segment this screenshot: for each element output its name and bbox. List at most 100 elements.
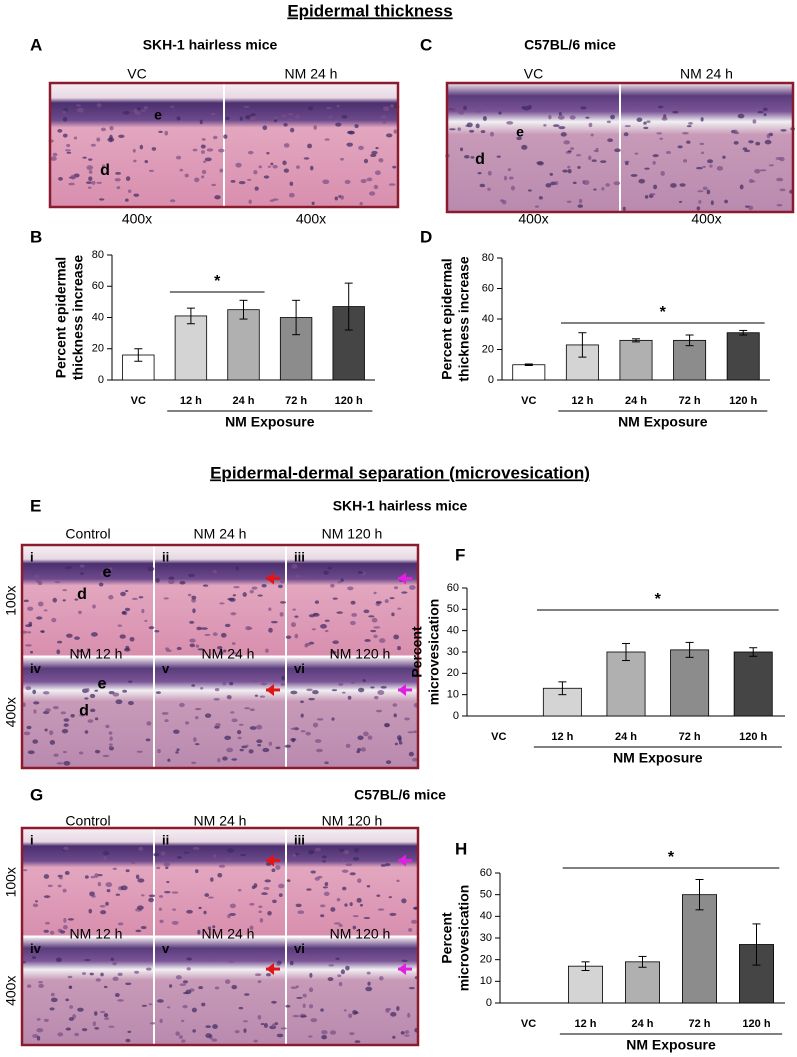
cell-nucleus: [350, 600, 356, 605]
cell-nucleus: [224, 623, 231, 628]
cell-nucleus: [27, 606, 34, 611]
cell-nucleus: [601, 187, 605, 191]
cell-nucleus: [165, 647, 170, 651]
cell-nucleus: [276, 963, 281, 966]
cell-nucleus: [238, 180, 246, 185]
image-label: VC: [524, 66, 543, 82]
micrograph: [155, 546, 285, 656]
cell-nucleus: [114, 178, 121, 182]
cell-nucleus: [186, 909, 193, 914]
cell-nucleus: [340, 969, 346, 975]
x-axis-label: NM Exposure: [618, 414, 708, 430]
cell-nucleus: [96, 137, 101, 142]
cell-nucleus: [112, 692, 120, 697]
cell-nucleus: [273, 119, 278, 123]
cell-nucleus: [538, 196, 543, 200]
cell-nucleus: [345, 965, 350, 971]
cell-nucleus: [523, 105, 530, 111]
cell-nucleus: [33, 701, 40, 705]
cell-nucleus: [124, 589, 129, 592]
cell-nucleus: [450, 108, 457, 112]
cell-nucleus: [240, 853, 247, 857]
cell-nucleus: [117, 999, 124, 1002]
cell-nucleus: [776, 177, 784, 182]
cell-nucleus: [79, 713, 86, 717]
cell-nucleus: [88, 176, 93, 182]
micrograph: [23, 829, 153, 936]
cell-nucleus: [347, 586, 354, 591]
cell-nucleus: [84, 875, 89, 879]
cell-nucleus: [356, 750, 360, 754]
cell-nucleus: [158, 907, 162, 911]
cell-nucleus: [64, 149, 71, 152]
cell-nucleus: [290, 127, 295, 133]
image-label: NM 12 h: [70, 926, 123, 942]
cell-nucleus: [755, 141, 761, 146]
cell-nucleus: [528, 189, 532, 192]
cell-nucleus: [258, 165, 262, 169]
cell-nucleus: [271, 1000, 277, 1004]
cell-nucleus: [54, 581, 61, 584]
cell-nucleus: [102, 754, 110, 758]
cell-nucleus: [385, 1007, 392, 1011]
cell-nucleus: [308, 614, 316, 618]
cell-nucleus: [201, 138, 206, 141]
y-tick-label: 20: [447, 667, 459, 679]
cell-nucleus: [32, 739, 39, 744]
cell-nucleus: [237, 736, 242, 740]
cell-nucleus: [333, 922, 341, 925]
cell-nucleus: [30, 650, 34, 654]
cell-nucleus: [136, 750, 143, 753]
cell-nucleus: [86, 648, 91, 651]
cell-nucleus: [308, 697, 315, 701]
cell-nucleus: [373, 695, 379, 700]
bar: [673, 339, 707, 381]
numeral: vi: [294, 941, 305, 956]
marker: d: [475, 151, 485, 168]
cell-nucleus: [189, 620, 195, 624]
cell-nucleus: [380, 864, 386, 867]
cell-nucleus: [186, 957, 192, 961]
cell-nucleus: [319, 904, 326, 908]
cell-nucleus: [401, 959, 408, 962]
cell-nucleus: [23, 869, 28, 872]
cell-nucleus: [53, 753, 59, 757]
cell-nucleus: [457, 127, 462, 131]
cell-nucleus: [94, 873, 99, 878]
cell-nucleus: [578, 198, 583, 204]
cell-nucleus: [100, 910, 107, 915]
cell-nucleus: [230, 612, 237, 616]
cell-nucleus: [341, 115, 348, 119]
x-tick-label: VC: [521, 395, 536, 407]
cell-nucleus: [341, 869, 349, 873]
cell-nucleus: [214, 688, 220, 692]
cell-nucleus: [62, 888, 67, 893]
cell-nucleus: [534, 205, 540, 208]
cell-nucleus: [268, 607, 272, 611]
cell-nucleus: [105, 724, 110, 729]
cell-nucleus: [154, 630, 160, 633]
cell-nucleus: [262, 747, 270, 753]
cell-nucleus: [136, 107, 142, 111]
cell-nucleus: [125, 982, 132, 986]
cell-nucleus: [43, 1018, 49, 1022]
x-tick-label: 12 h: [551, 731, 573, 743]
y-tick-label: 50: [480, 889, 492, 901]
numeral: v: [162, 941, 170, 956]
cell-nucleus: [134, 970, 140, 974]
panel-letter: H: [455, 839, 467, 858]
cell-nucleus: [377, 690, 385, 695]
cell-nucleus: [249, 589, 254, 594]
image-label: NM 24 h: [285, 66, 338, 82]
cell-nucleus: [265, 648, 269, 653]
cell-nucleus: [288, 118, 293, 122]
cell-nucleus: [401, 591, 408, 594]
cell-nucleus: [285, 635, 292, 639]
cell-nucleus: [136, 905, 144, 910]
cell-nucleus: [266, 152, 270, 155]
cell-nucleus: [352, 925, 357, 930]
cell-nucleus: [76, 650, 84, 653]
cell-nucleus: [407, 1012, 411, 1018]
cell-nucleus: [320, 914, 325, 918]
cell-nucleus: [115, 699, 123, 705]
